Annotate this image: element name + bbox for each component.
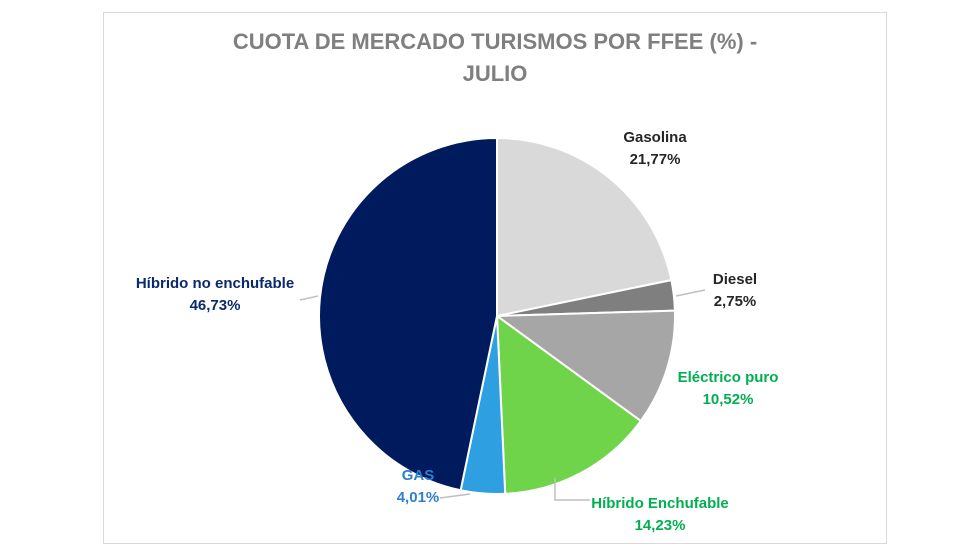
- pie-slice-electrico-puro: [494, 309, 676, 423]
- slice-value-hibrido-no-enchufable: 46,73%: [190, 297, 241, 314]
- slice-value-gas: 4,01%: [397, 489, 440, 506]
- pie-slice-hibrido-enchufable: [495, 313, 643, 495]
- leader-line-diesel: [675, 289, 706, 297]
- leader-line-gas: [439, 493, 471, 499]
- slice-label-hibrido-no-enchufable: Híbrido no enchufable: [136, 275, 294, 292]
- slice-label-hibrido-enchufable: Híbrido Enchufable: [591, 495, 729, 512]
- slice-label-diesel: Diesel: [713, 271, 757, 288]
- slice-value-electrico-puro: 10,52%: [703, 391, 754, 408]
- slice-value-diesel: 2,75%: [714, 293, 757, 310]
- slice-label-gasolina: Gasolina: [623, 129, 687, 146]
- chart-title-line1: CUOTA DE MERCADO TURISMOS POR FFEE (%) -: [232, 29, 758, 54]
- slice-label-gas: GAS: [402, 467, 435, 484]
- slice-label-electrico-puro: Eléctrico puro: [678, 369, 779, 386]
- slice-labels: Gasolina 21,77% Diesel 2,75% Eléctrico puro 1…: [136, 129, 779, 534]
- slice-value-hibrido-enchufable: 14,23%: [635, 517, 686, 534]
- pie-slice-hibrido-no-enchufable: [318, 136, 498, 492]
- slice-value-gasolina: 21,77%: [630, 151, 681, 168]
- leader-line-hibrido-no-enchufable: [299, 295, 319, 301]
- pie-slices: [318, 136, 676, 495]
- leader-line-hibrido-enchufable: [554, 478, 590, 501]
- chart-title: CUOTA DE MERCADO TURISMOS POR FFEE (%) -…: [103, 26, 887, 90]
- leader-lines: [299, 289, 706, 501]
- pie-slice-gasolina: [496, 136, 673, 318]
- chart-title-line2: JULIO: [462, 61, 528, 86]
